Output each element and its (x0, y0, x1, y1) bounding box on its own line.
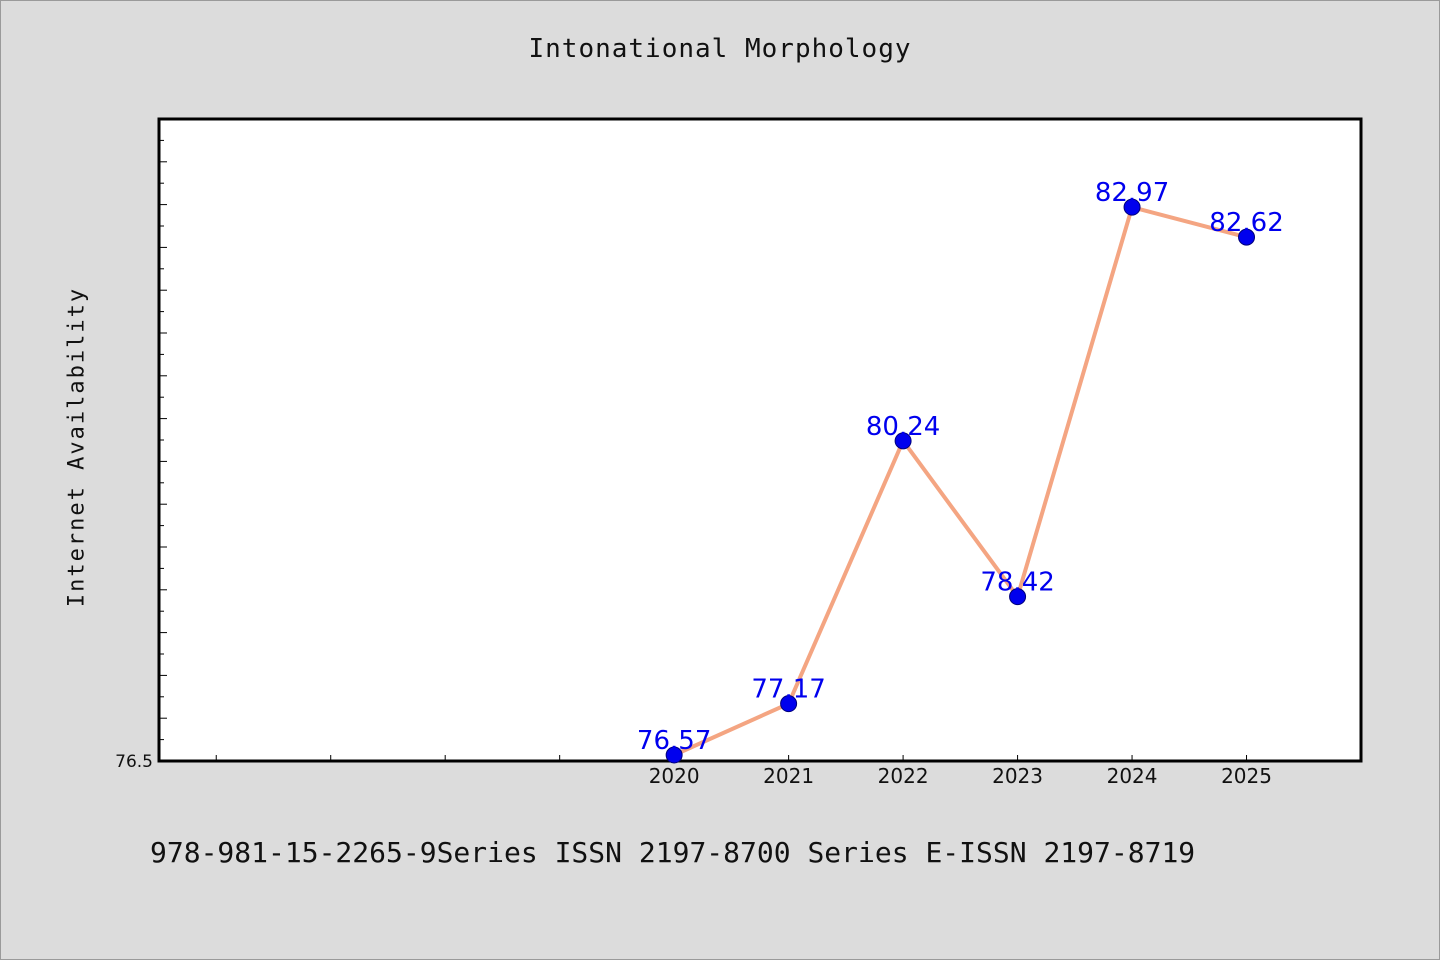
data-point (1123, 198, 1141, 216)
data-point (665, 746, 683, 764)
data-label: 77.17 (751, 675, 825, 705)
y-axis-ticks (159, 118, 167, 762)
chart-title: Intonational Morphology (528, 34, 912, 64)
data-point (780, 695, 798, 713)
x-tick-label: 2020 (649, 764, 700, 788)
plot-area (157, 117, 1363, 763)
x-tick-label: 2021 (763, 764, 814, 788)
x-axis-ticks (215, 755, 1248, 761)
data-label: 80.24 (866, 412, 940, 442)
x-tick-label: 2025 (1221, 764, 1272, 788)
tick-labels: 2020 2021 2022 2023 2024 2025 76.5 (115, 752, 1272, 788)
series-line (673, 205, 1248, 757)
x-tick-label: 2022 (878, 764, 929, 788)
data-point (894, 432, 912, 450)
x-tick-label: 2024 (1107, 764, 1158, 788)
data-label: 76.57 (637, 726, 711, 756)
series-layer: 76.57 77.17 80.24 78.42 82.97 82.62 (637, 178, 1284, 764)
y-tick-label: 76.5 (115, 752, 153, 772)
data-point (1009, 588, 1027, 606)
footer-text: 978-981-15-2265-9Series ISSN 2197-8700 S… (150, 836, 1196, 869)
data-label: 82.97 (1095, 178, 1169, 208)
data-label: 78.42 (980, 568, 1054, 598)
data-label: 82.62 (1209, 208, 1283, 238)
data-point (1238, 228, 1256, 246)
x-tick-label: 2023 (992, 764, 1043, 788)
